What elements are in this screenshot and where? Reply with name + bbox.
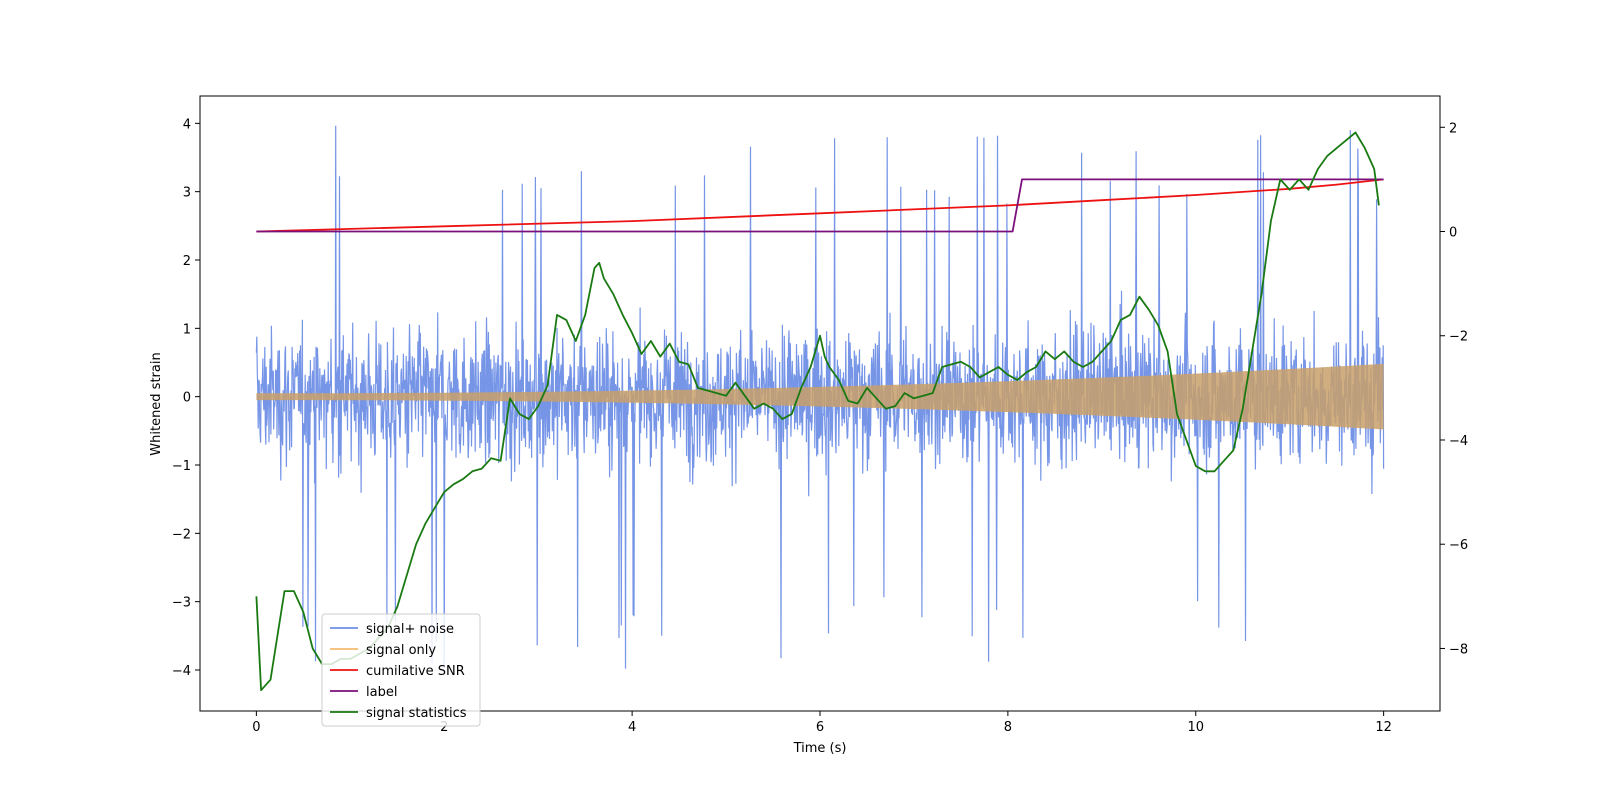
y-tick-label: 2	[183, 254, 191, 269]
y-tick-label: 3	[183, 186, 191, 201]
series-signal-statisticsline	[255, 131, 1380, 692]
y2-tick-label: −6	[1449, 538, 1468, 553]
x-tick-label: 0	[252, 720, 260, 735]
x-axis-label: Time (s)	[793, 741, 847, 756]
series-labelline	[256, 178, 1384, 233]
legend-box	[321, 613, 481, 727]
series-signal-only	[256, 363, 1384, 430]
y2-tick-label: −8	[1449, 642, 1468, 657]
y-tick-label: 1	[183, 322, 191, 337]
legend-label: signal+ noise	[366, 622, 454, 637]
series-cumilative-snrline	[256, 178, 1384, 233]
signal-only-band	[256, 363, 1384, 430]
y-axis-right: −8 −6 −4 −2 0 2	[1440, 121, 1468, 657]
y-axis-label: Whitened strain	[149, 352, 164, 455]
legend-label: label	[366, 685, 397, 700]
y-tick-label: −2	[172, 527, 191, 542]
y-tick-label: −3	[172, 596, 191, 611]
x-tick-label: 10	[1187, 720, 1204, 735]
y2-tick-label: −4	[1449, 434, 1468, 449]
legend-label: cumilative SNR	[366, 664, 465, 679]
y2-tick-label: 2	[1449, 121, 1457, 136]
x-tick-label: 4	[628, 720, 636, 735]
y-tick-label: 0	[183, 391, 191, 406]
y-tick-label: −4	[172, 664, 191, 679]
x-tick-label: 6	[816, 720, 824, 735]
x-tick-label: 2	[440, 720, 448, 735]
y-axis-left: −4 −3 −2 −1 0 1 2 3 4	[172, 117, 200, 679]
y2-tick-label: −2	[1449, 330, 1468, 345]
legend-label: signal statistics	[366, 706, 467, 721]
y-tick-label: 4	[183, 117, 191, 132]
legend-label: signal only	[366, 643, 436, 658]
x-tick-label: 12	[1375, 720, 1392, 735]
y-tick-label: −1	[172, 459, 191, 474]
legend: signal+ noise signal only cumilative SNR la…	[321, 613, 481, 727]
y2-tick-label: 0	[1449, 226, 1457, 241]
x-axis: 0 2 4 6 8 10 12	[252, 711, 1392, 735]
right-axis-series	[255, 131, 1384, 692]
x-tick-label: 8	[1004, 720, 1012, 735]
